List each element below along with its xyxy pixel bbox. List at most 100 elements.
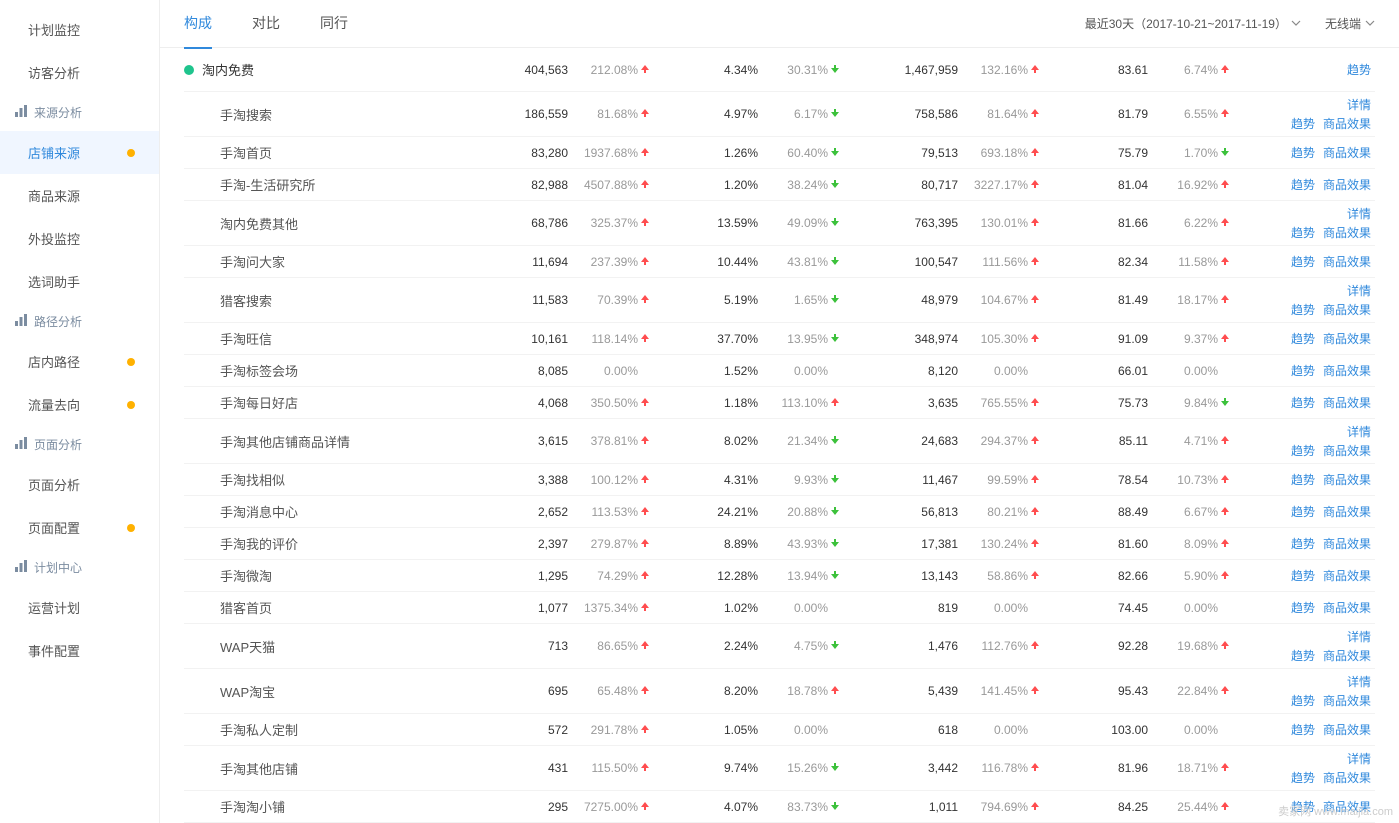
- source-name-cell: 手淘旺信: [184, 329, 464, 348]
- detail-link[interactable]: 详情: [1347, 284, 1371, 298]
- trend-link[interactable]: 趋势: [1291, 601, 1315, 615]
- metric-cell: 1.05%0.00%: [654, 723, 844, 737]
- product-effect-link[interactable]: 商品效果: [1323, 255, 1371, 269]
- trend-link[interactable]: 趋势: [1291, 444, 1315, 458]
- source-name-cell: 手淘消息中心: [184, 502, 464, 521]
- notification-dot-icon: [127, 524, 135, 532]
- detail-link[interactable]: 详情: [1347, 675, 1371, 689]
- category-dot-icon: [184, 65, 194, 75]
- metric-change-pct: 6.74%: [1148, 63, 1220, 77]
- metric-change-pct: 70.39%: [568, 293, 640, 307]
- metric-value: 8,085: [488, 364, 568, 378]
- metric-value: 1,467,959: [878, 63, 958, 77]
- sidebar-item[interactable]: 页面分析: [0, 463, 159, 506]
- sidebar-item[interactable]: 店铺来源: [0, 131, 159, 174]
- metric-change-pct: 13.95%: [758, 332, 830, 346]
- date-range-filter[interactable]: 最近30天（2017-10-21~2017-11-19）: [1085, 15, 1301, 32]
- metric-change-pct: 13.94%: [758, 569, 830, 583]
- metric-change-pct: 99.59%: [958, 473, 1030, 487]
- trend-link[interactable]: 趋势: [1291, 537, 1315, 551]
- detail-link[interactable]: 详情: [1347, 425, 1371, 439]
- trend-link[interactable]: 趋势: [1291, 255, 1315, 269]
- detail-link[interactable]: 详情: [1347, 630, 1371, 644]
- product-effect-link[interactable]: 商品效果: [1323, 694, 1371, 708]
- sidebar-item[interactable]: 店内路径: [0, 340, 159, 383]
- product-effect-link[interactable]: 商品效果: [1323, 723, 1371, 737]
- trend-link[interactable]: 趋势: [1291, 364, 1315, 378]
- metric-change-pct: 237.39%: [568, 255, 640, 269]
- detail-link[interactable]: 详情: [1347, 752, 1371, 766]
- product-effect-link[interactable]: 商品效果: [1323, 226, 1371, 240]
- metric-change-pct: 16.92%: [1148, 178, 1220, 192]
- arrow-up-icon: [1220, 293, 1234, 307]
- arrow-up-icon: [1030, 216, 1044, 230]
- product-effect-link[interactable]: 商品效果: [1323, 771, 1371, 785]
- source-name: 手淘找相似: [220, 470, 285, 489]
- detail-link[interactable]: 详情: [1347, 207, 1371, 221]
- metric-value: 56,813: [878, 505, 958, 519]
- product-effect-link[interactable]: 商品效果: [1323, 364, 1371, 378]
- source-name: 手淘我的评价: [220, 534, 298, 553]
- trend-link[interactable]: 趋势: [1291, 117, 1315, 131]
- tab[interactable]: 对比: [252, 0, 280, 49]
- sidebar-item[interactable]: 外投监控: [0, 217, 159, 260]
- metric-value: 1.20%: [678, 178, 758, 192]
- metric-change-pct: 9.93%: [758, 473, 830, 487]
- sidebar-item[interactable]: 访客分析: [0, 51, 159, 94]
- sidebar-item[interactable]: 流量去向: [0, 383, 159, 426]
- sidebar-item[interactable]: 运营计划: [0, 586, 159, 629]
- metric-cell: 8.89%43.93%: [654, 537, 844, 551]
- trend-link[interactable]: 趋势: [1291, 505, 1315, 519]
- metric-cell: 75.791.70%: [1044, 146, 1234, 160]
- trend-link[interactable]: 趋势: [1291, 226, 1315, 240]
- trend-link[interactable]: 趋势: [1291, 569, 1315, 583]
- sidebar-item[interactable]: 计划监控: [0, 8, 159, 51]
- sidebar-item[interactable]: 事件配置: [0, 629, 159, 672]
- detail-link[interactable]: 详情: [1347, 98, 1371, 112]
- product-effect-link[interactable]: 商品效果: [1323, 473, 1371, 487]
- product-effect-link[interactable]: 商品效果: [1323, 444, 1371, 458]
- trend-link[interactable]: 趋势: [1291, 178, 1315, 192]
- product-effect-link[interactable]: 商品效果: [1323, 800, 1371, 814]
- trend-link[interactable]: 趋势: [1347, 63, 1371, 77]
- sidebar-section-label: 页面分析: [34, 436, 82, 453]
- sidebar-item[interactable]: 商品来源: [0, 174, 159, 217]
- filters: 最近30天（2017-10-21~2017-11-19） 无线端: [1085, 15, 1375, 32]
- trend-link[interactable]: 趋势: [1291, 332, 1315, 346]
- product-effect-link[interactable]: 商品效果: [1323, 649, 1371, 663]
- product-effect-link[interactable]: 商品效果: [1323, 537, 1371, 551]
- trend-link[interactable]: 趋势: [1291, 303, 1315, 317]
- product-effect-link[interactable]: 商品效果: [1323, 303, 1371, 317]
- trend-link[interactable]: 趋势: [1291, 146, 1315, 160]
- metric-value: 8.20%: [678, 684, 758, 698]
- arrow-down-icon: [830, 434, 844, 448]
- product-effect-link[interactable]: 商品效果: [1323, 332, 1371, 346]
- source-name: 猎客首页: [220, 598, 272, 617]
- data-table[interactable]: 淘内免费404,563212.08%4.34%30.31%1,467,95913…: [160, 48, 1399, 823]
- metric-change-pct: 9.37%: [1148, 332, 1220, 346]
- trend-link[interactable]: 趋势: [1291, 649, 1315, 663]
- trend-link[interactable]: 趋势: [1291, 473, 1315, 487]
- product-effect-link[interactable]: 商品效果: [1323, 505, 1371, 519]
- trend-link[interactable]: 趋势: [1291, 771, 1315, 785]
- metric-cell: 37.70%13.95%: [654, 332, 844, 346]
- product-effect-link[interactable]: 商品效果: [1323, 146, 1371, 160]
- product-effect-link[interactable]: 商品效果: [1323, 569, 1371, 583]
- actions-cell: 趋势商品效果: [1234, 567, 1375, 584]
- actions-cell: 详情趋势商品效果: [1234, 750, 1375, 786]
- sidebar-item[interactable]: 选词助手: [0, 260, 159, 303]
- product-effect-link[interactable]: 商品效果: [1323, 396, 1371, 410]
- trend-link[interactable]: 趋势: [1291, 396, 1315, 410]
- arrow-down-icon: [830, 639, 844, 653]
- tab[interactable]: 同行: [320, 0, 348, 49]
- trend-link[interactable]: 趋势: [1291, 694, 1315, 708]
- metric-cell: 78.5410.73%: [1044, 473, 1234, 487]
- trend-link[interactable]: 趋势: [1291, 723, 1315, 737]
- trend-link[interactable]: 趋势: [1291, 800, 1315, 814]
- channel-filter[interactable]: 无线端: [1325, 15, 1375, 32]
- product-effect-link[interactable]: 商品效果: [1323, 178, 1371, 192]
- product-effect-link[interactable]: 商品效果: [1323, 117, 1371, 131]
- sidebar-item[interactable]: 页面配置: [0, 506, 159, 549]
- tab[interactable]: 构成: [184, 0, 212, 49]
- product-effect-link[interactable]: 商品效果: [1323, 601, 1371, 615]
